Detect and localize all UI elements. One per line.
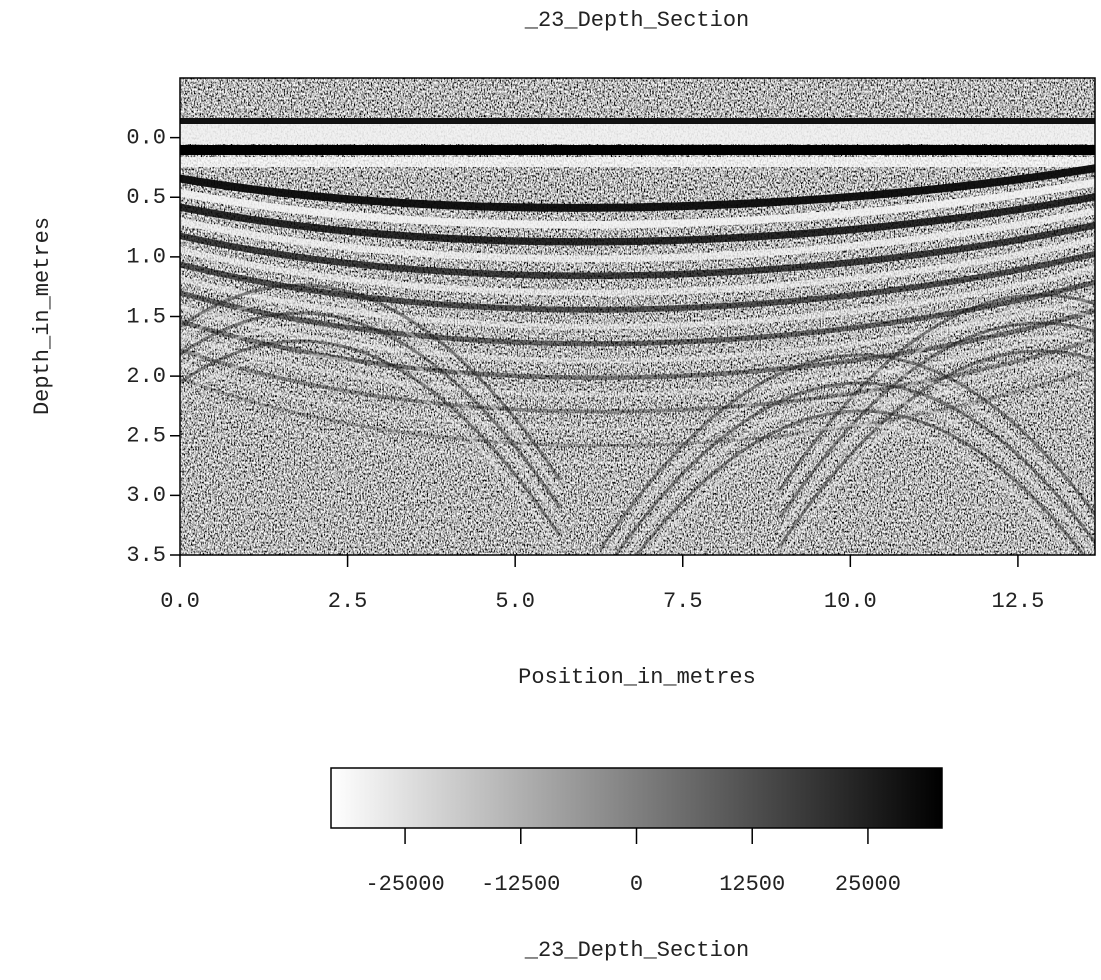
x-tick-label: 0.0 (160, 589, 200, 614)
reflector (180, 322, 1095, 397)
hyperbola (778, 321, 1095, 519)
hyperbola (778, 307, 1095, 505)
reflector (180, 380, 1095, 465)
band (180, 118, 1095, 124)
hyperbola (645, 423, 1075, 555)
reflector (180, 164, 1095, 212)
colorbar-label: _23_Depth_Section (524, 938, 749, 963)
reflector (180, 178, 1095, 229)
y-tick-label: 2.5 (126, 424, 166, 449)
hyperbola (598, 353, 1095, 551)
y-tick-label: 3.5 (126, 543, 166, 568)
hyperbola (778, 335, 1095, 533)
reflector (180, 207, 1095, 263)
hyperbola (634, 409, 1086, 555)
y-tick-label: 0.5 (126, 185, 166, 210)
hyperbola (180, 311, 562, 509)
x-tick-label: 12.5 (992, 589, 1045, 614)
hyperbola (624, 395, 1095, 555)
hyperbola (180, 353, 562, 551)
x-tick-label: 5.0 (495, 589, 535, 614)
hyperbola (778, 293, 1095, 491)
colorbar-tick-label: 12500 (719, 872, 785, 897)
reflector (180, 337, 1095, 414)
reflector (180, 265, 1095, 330)
band (180, 145, 1095, 155)
colorbar-tick-label: -12500 (481, 872, 560, 897)
reflector (180, 366, 1095, 448)
x-axis-label: Position_in_metres (518, 665, 756, 690)
colorbar-tick-label: 25000 (835, 872, 901, 897)
hyperbola (180, 283, 562, 481)
hyperbola (778, 349, 1095, 547)
x-tick-label: 2.5 (328, 589, 368, 614)
hyperbola (781, 363, 1095, 555)
x-tick-label: 7.5 (663, 589, 703, 614)
y-tick-label: 3.0 (126, 483, 166, 508)
y-tick-label: 0.0 (126, 125, 166, 150)
reflector (180, 279, 1095, 347)
reflector (180, 236, 1095, 296)
reflector (180, 308, 1095, 380)
y-tick-label: 2.0 (126, 364, 166, 389)
colorbar-tick-label: -25000 (365, 872, 444, 897)
band (180, 157, 1095, 167)
hyperbola (604, 367, 1095, 555)
reflector (180, 193, 1095, 246)
y-tick-label: 1.0 (126, 245, 166, 270)
colorbar-tick-label: 0 (630, 872, 643, 897)
hyperbola (180, 339, 562, 537)
y-tick-label: 1.5 (126, 304, 166, 329)
reflectors (180, 164, 1095, 555)
hyperbola (614, 381, 1095, 555)
band (180, 124, 1095, 144)
reflector (180, 351, 1095, 431)
y-axis-label: Depth_in_metres (30, 217, 55, 415)
reflector (180, 294, 1095, 364)
reflector (180, 250, 1095, 313)
hyperbola (180, 325, 562, 523)
x-tick-label: 10.0 (824, 589, 877, 614)
hyperbola (180, 297, 562, 495)
reflector (180, 221, 1095, 280)
colorbar (330, 767, 943, 829)
radargram (180, 78, 1095, 555)
chart-title: _23_Depth_Section (524, 8, 749, 33)
